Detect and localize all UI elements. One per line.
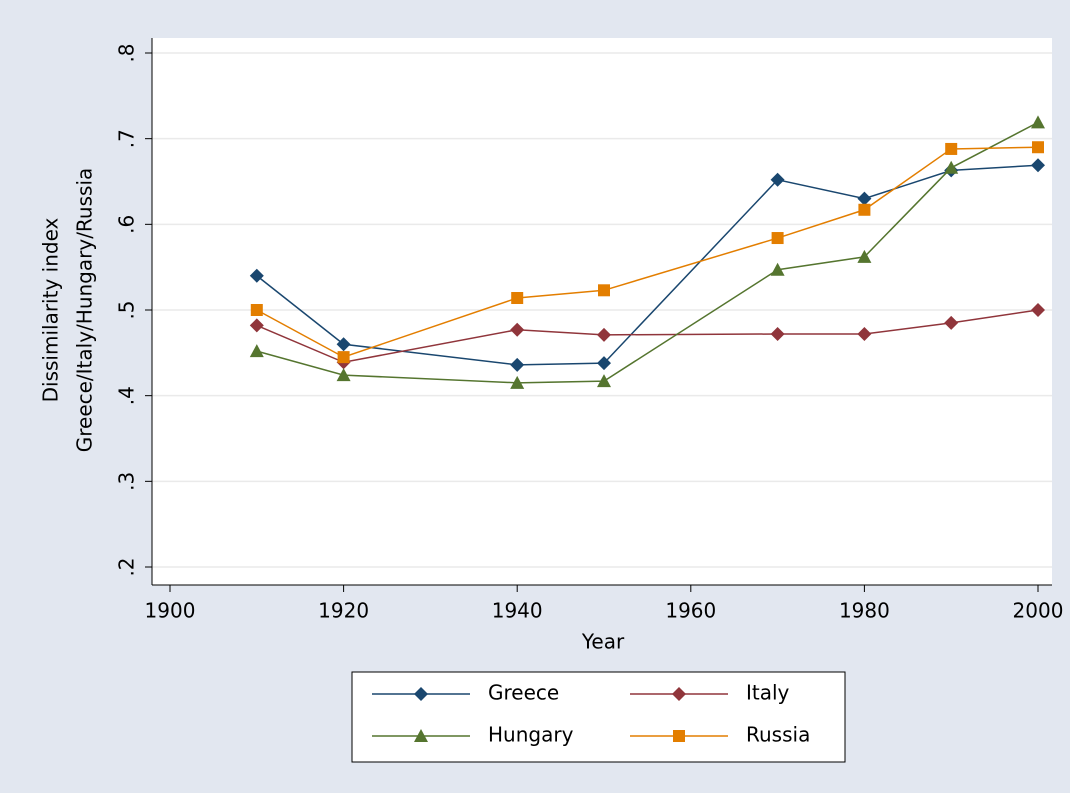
y-tick-label: .4 (115, 386, 139, 405)
marker (1031, 158, 1045, 173)
legend-label: Italy (746, 681, 790, 705)
marker (944, 160, 959, 174)
x-tick-label: 1900 (145, 599, 196, 623)
series-line (256, 309, 1039, 364)
y-tick-label: .2 (115, 557, 139, 576)
marker (945, 142, 958, 155)
marker (597, 356, 611, 371)
marker (1031, 303, 1045, 317)
y-axis-title: Dissimilarity index (39, 217, 63, 402)
y-tick-label: .7 (115, 129, 139, 148)
y-tick-label: .6 (115, 215, 139, 234)
legend-marker (672, 687, 686, 701)
marker (1031, 115, 1045, 129)
marker (511, 292, 524, 305)
y-tick-label: .3 (115, 472, 139, 491)
x-axis-title: Year (581, 630, 625, 654)
legend-marker (414, 729, 428, 742)
marker (597, 374, 611, 388)
y-tick-label: .8 (115, 43, 139, 62)
y-tick-label: .5 (115, 300, 139, 319)
marker (336, 368, 351, 382)
x-tick-label: 2000 (1013, 599, 1064, 623)
series-line (256, 146, 1039, 358)
marker (598, 284, 610, 297)
marker (857, 326, 872, 341)
legend-label: Hungary (488, 723, 574, 747)
marker (597, 327, 611, 342)
marker (510, 375, 525, 389)
y-axis-title: Greece/Italy/Hungary/Russia (73, 168, 97, 453)
legend-marker (673, 730, 685, 742)
marker (770, 326, 785, 341)
marker (337, 351, 350, 364)
x-tick-label: 1920 (318, 599, 369, 623)
marker (510, 322, 525, 337)
marker (858, 203, 871, 216)
legend-box (351, 671, 846, 763)
legend-marker (414, 687, 428, 701)
marker (857, 191, 872, 206)
marker (249, 268, 264, 283)
marker (857, 249, 872, 263)
x-tick-label: 1980 (839, 599, 890, 623)
marker (250, 304, 263, 316)
legend-label: Greece (488, 681, 559, 705)
marker (336, 337, 351, 352)
marker (1032, 141, 1044, 154)
marker (770, 172, 785, 187)
series-line (256, 121, 1039, 384)
marker (944, 315, 959, 330)
marker (770, 262, 785, 276)
marker (249, 318, 264, 333)
x-tick-label: 1960 (665, 599, 716, 623)
marker (771, 232, 784, 245)
legend-label: Russia (746, 723, 810, 747)
plot-area (152, 38, 1052, 585)
x-tick-label: 1940 (492, 599, 543, 623)
marker (249, 344, 264, 358)
marker (510, 357, 525, 372)
